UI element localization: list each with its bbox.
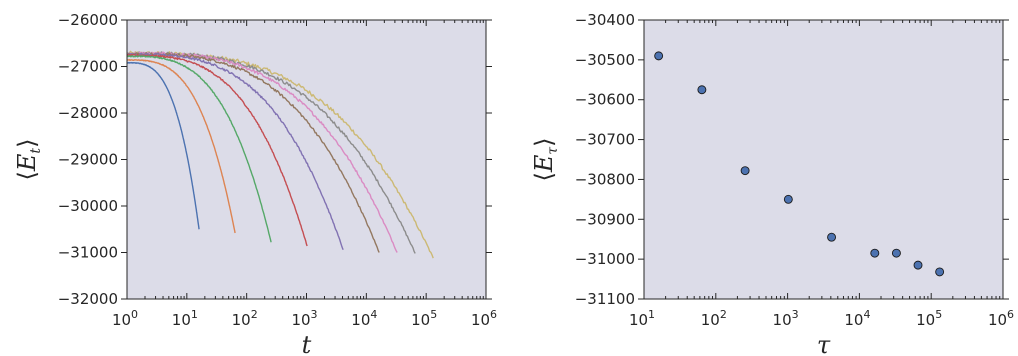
x-tick-exponent: 5: [430, 308, 437, 321]
x-tick-label: 101: [629, 308, 655, 329]
series-line: [126, 52, 380, 253]
left-series-group: [126, 50, 434, 259]
y-tick-label: −32000: [58, 290, 118, 308]
left-y-axis-label: ⟨Et⟩: [13, 139, 44, 181]
scatter-point: [935, 267, 945, 277]
x-tick-label: 106: [471, 308, 497, 329]
x-tick-exponent: 2: [720, 308, 727, 321]
x-tick-base: 10: [351, 311, 370, 329]
scatter-point: [740, 166, 750, 176]
y-axis-label-close: ⟩: [13, 139, 41, 148]
x-tick-exponent: 3: [792, 308, 799, 321]
x-tick-base: 10: [701, 311, 720, 329]
y-tick-label: −28000: [58, 104, 118, 122]
x-tick-base: 10: [916, 311, 935, 329]
x-tick-base: 10: [112, 311, 131, 329]
y-tick-label: −30800: [575, 170, 635, 188]
y-tick-label: −31000: [58, 244, 118, 262]
y-tick-label: −27000: [58, 58, 118, 76]
x-tick-label: 106: [988, 308, 1014, 329]
scatter-point: [827, 232, 837, 242]
y-axis-label-sub: t: [28, 148, 44, 154]
right-scatter-points: [654, 51, 945, 277]
y-axis-label-sub: τ: [545, 147, 561, 155]
x-tick-base: 10: [773, 311, 792, 329]
x-tick-label: 100: [112, 308, 138, 329]
x-tick-exponent: 4: [370, 308, 377, 321]
y-tick-label: −26000: [58, 11, 118, 29]
x-tick-exponent: 1: [648, 308, 655, 321]
y-tick-label: −30900: [575, 210, 635, 228]
x-tick-exponent: 0: [131, 308, 138, 321]
y-axis-label-open: ⟨: [13, 171, 41, 180]
y-tick-label: −30000: [58, 197, 118, 215]
scatter-point: [913, 260, 923, 270]
right-axes: −31100 −31000 −30900 −30800 −30700 −30600 −305…: [575, 11, 1014, 329]
x-tick-base: 10: [291, 311, 310, 329]
left-x-axis-label: t: [302, 331, 312, 356]
y-tick-label: −31100: [575, 290, 635, 308]
y-axis-label-main: E: [13, 153, 41, 172]
y-tick-label: −30500: [575, 51, 635, 69]
x-tick-base: 10: [629, 311, 648, 329]
left-chart: −32000 −31000 −30000 −29000 −28000 −27000 −260…: [13, 11, 497, 356]
left-plot-background: [127, 20, 486, 299]
x-tick-label: 102: [701, 308, 727, 329]
x-tick-label: 103: [773, 308, 799, 329]
x-tick-label: 105: [916, 308, 942, 329]
x-tick-base: 10: [471, 311, 490, 329]
right-plot-background: [644, 20, 1003, 299]
x-tick-base: 10: [232, 311, 251, 329]
right-chart: −31100 −31000 −30900 −30800 −30700 −30600 −305…: [530, 11, 1014, 356]
y-tick-label: −30700: [575, 131, 635, 149]
series-line: [126, 52, 344, 250]
x-tick-label: 101: [172, 308, 198, 329]
scatter-point: [891, 248, 901, 258]
right-x-axis-label: τ: [817, 331, 831, 356]
x-tick-exponent: 3: [311, 308, 318, 321]
y-axis-label-open: ⟨: [530, 172, 558, 181]
x-tick-exponent: 2: [251, 308, 258, 321]
y-tick-label: −30400: [575, 11, 635, 29]
scatter-point: [697, 85, 707, 95]
series-line: [126, 61, 200, 230]
x-tick-label: 105: [411, 308, 437, 329]
x-tick-base: 10: [844, 311, 863, 329]
y-axis-label-main: E: [530, 154, 558, 173]
series-line: [126, 53, 308, 247]
left-axes: −32000 −31000 −30000 −29000 −28000 −27000 −260…: [58, 11, 497, 329]
x-tick-label: 102: [232, 308, 258, 329]
right-y-axis-label: ⟨Eτ⟩: [530, 137, 561, 181]
y-tick-label: −29000: [58, 151, 118, 169]
series-line: [126, 55, 272, 243]
scatter-point: [870, 248, 880, 258]
series-line: [126, 51, 416, 254]
series-line: [126, 59, 236, 234]
scatter-point: [783, 194, 793, 204]
x-tick-exponent: 6: [490, 308, 497, 321]
x-tick-exponent: 4: [863, 308, 870, 321]
x-tick-base: 10: [172, 311, 191, 329]
x-tick-label: 104: [844, 308, 870, 329]
y-tick-label: −31000: [575, 250, 635, 268]
x-tick-exponent: 1: [191, 308, 198, 321]
x-axis-label-text: τ: [817, 331, 831, 356]
x-tick-base: 10: [988, 311, 1007, 329]
y-axis-label-close: ⟩: [530, 137, 558, 146]
y-axis-label-text: ⟨Eτ⟩: [530, 137, 561, 181]
x-tick-exponent: 6: [1007, 308, 1014, 321]
x-tick-exponent: 5: [935, 308, 942, 321]
y-tick-label: −30600: [575, 91, 635, 109]
x-tick-base: 10: [411, 311, 430, 329]
x-tick-label: 103: [291, 308, 317, 329]
scatter-point: [654, 51, 664, 61]
x-tick-label: 104: [351, 308, 377, 329]
y-axis-label-text: ⟨Et⟩: [13, 139, 44, 181]
